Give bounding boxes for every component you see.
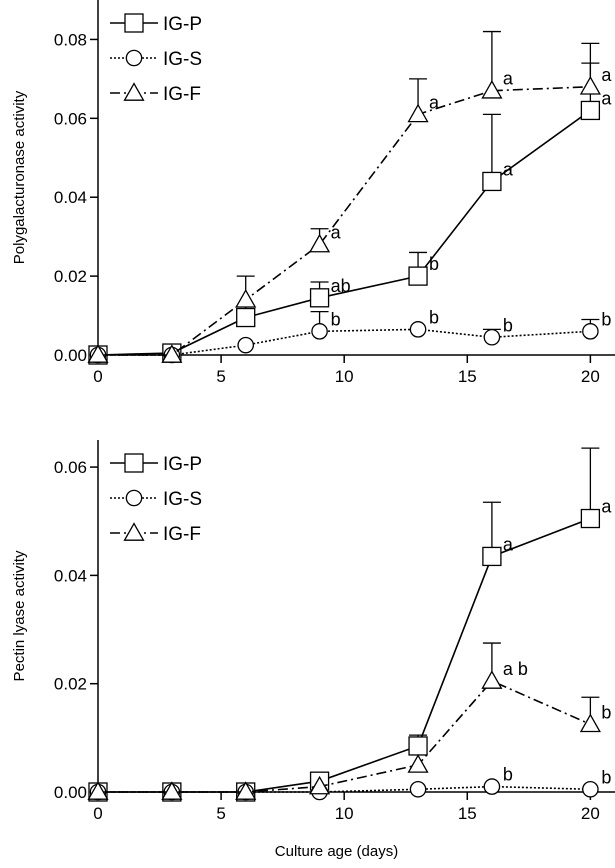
x-tick-label: 20: [581, 367, 600, 386]
data-point: [580, 100, 601, 121]
significance-label: a: [503, 159, 514, 179]
y-tick-label: 0.08: [54, 30, 87, 49]
y-tick-label: 0.04: [54, 188, 87, 207]
data-point: [482, 171, 502, 192]
legend-marker: [123, 522, 145, 541]
y-tick-label: 0.02: [54, 267, 87, 286]
legend-marker: [124, 453, 144, 473]
significance-label: b: [601, 767, 611, 787]
data-point: [409, 780, 427, 798]
series-line: [98, 85, 591, 356]
y-tick-label: 0.04: [54, 566, 87, 585]
legend-label: IG-F: [163, 524, 201, 545]
series-line: [98, 680, 591, 793]
significance-label: b: [503, 765, 513, 785]
legend-marker: [125, 489, 143, 507]
x-axis-title: Culture age (days): [275, 843, 398, 860]
series-line: [97, 109, 591, 356]
data-point: [309, 775, 331, 795]
y-tick-label: 0.02: [54, 675, 87, 694]
x-tick-label: 20: [581, 804, 600, 823]
data-point: [579, 76, 601, 95]
significance-label: a: [429, 92, 440, 112]
chart-panel-1: 0.00 0.02 0.04 0.06 0.08 0 5 10 15 20 Polygalactur…: [11, 0, 615, 386]
data-point: [237, 336, 255, 354]
legend: IG-P IG-S IG-F: [110, 453, 202, 545]
series-ig-f: a b b: [87, 642, 611, 800]
x-tick-label: 15: [458, 367, 477, 386]
series-line: [98, 517, 591, 793]
significance-label: a: [503, 69, 514, 89]
legend-marker: [123, 82, 145, 101]
data-point: [407, 754, 429, 773]
significance-label: b: [429, 254, 439, 274]
x-tick-label: 0: [93, 804, 102, 823]
series-ig-f: aaa a: [87, 30, 612, 363]
y-axis-title: Polygalacturonase activity: [11, 90, 28, 264]
legend-label: IG-S: [163, 489, 202, 510]
legend-label: IG-S: [163, 49, 202, 70]
data-point: [481, 79, 503, 99]
legend: IG-P IG-S IG-F: [110, 13, 202, 105]
data-point: [161, 781, 183, 800]
y-tick-label: 0.06: [54, 109, 87, 128]
significance-label: b: [331, 309, 341, 329]
data-point: [309, 288, 330, 308]
x-tick-label: 10: [335, 367, 354, 386]
data-point: [481, 670, 503, 689]
legend-marker: [125, 49, 143, 67]
data-point: [408, 736, 428, 756]
significance-label: b: [601, 309, 611, 329]
x-tick-label: 5: [216, 804, 225, 823]
data-point: [309, 233, 331, 253]
significance-label: a: [331, 223, 342, 243]
significance-label: b: [601, 702, 611, 722]
y-tick-label: 0.00: [54, 783, 87, 802]
significance-label: a: [601, 88, 612, 108]
x-tick-label: 10: [335, 804, 354, 823]
y-tick-label: 0.00: [54, 346, 87, 365]
legend-label: IG-F: [163, 84, 201, 105]
data-point: [582, 323, 599, 340]
legend-label: IG-P: [163, 454, 202, 475]
data-point: [161, 344, 183, 363]
significance-label: ab: [331, 276, 351, 296]
data-point: [580, 508, 601, 529]
data-point: [579, 713, 601, 733]
x-tick-label: 0: [93, 367, 102, 386]
significance-label: b: [429, 307, 439, 327]
legend-marker: [124, 13, 144, 33]
y-tick-label: 0.06: [54, 458, 87, 477]
data-point: [87, 781, 109, 800]
significance-label: a: [503, 534, 514, 554]
data-point: [408, 266, 428, 286]
data-point: [235, 781, 257, 800]
data-point: [236, 307, 256, 328]
x-tick-label: 15: [458, 804, 477, 823]
significance-label: b: [503, 315, 513, 335]
chart-panel-2: 0.00 0.02 0.04 0.06 0 5 10 15 20 Pectin lyase act…: [11, 440, 615, 860]
data-point: [235, 289, 257, 308]
data-point: [87, 344, 109, 363]
significance-label: a: [601, 65, 612, 85]
data-point: [483, 778, 501, 795]
data-point: [409, 321, 427, 338]
significance-label: a b: [503, 659, 528, 679]
data-point: [483, 328, 501, 346]
data-point: [482, 546, 502, 567]
data-point: [582, 780, 599, 798]
data-point: [407, 103, 429, 123]
y-axis-title: Pectin lyase activity: [11, 550, 28, 681]
data-point: [311, 323, 328, 340]
legend-label: IG-P: [163, 14, 202, 35]
x-tick-label: 5: [216, 367, 225, 386]
significance-label: a: [601, 497, 612, 517]
